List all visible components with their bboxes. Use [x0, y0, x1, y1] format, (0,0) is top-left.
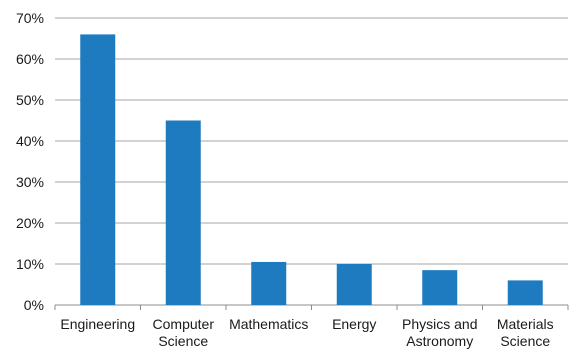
x-tick-label: Mathematics	[229, 316, 308, 332]
x-axis-ticks	[54, 305, 569, 310]
y-tick-label: 0%	[24, 297, 44, 313]
y-tick-label: 50%	[16, 92, 44, 108]
y-tick-label: 70%	[16, 10, 44, 26]
bar	[336, 264, 372, 305]
bar	[80, 34, 116, 306]
bars	[80, 34, 543, 306]
y-tick-label: 30%	[16, 174, 44, 190]
bar	[251, 261, 287, 305]
x-tick-label: Energy	[332, 316, 376, 332]
y-tick-label: 10%	[16, 256, 44, 272]
y-tick-label: 40%	[16, 133, 44, 149]
y-tick-label: 20%	[16, 215, 44, 231]
gridlines	[55, 17, 568, 306]
bar	[422, 270, 458, 305]
bar	[507, 280, 543, 305]
x-tick-label: Computer Science	[153, 316, 215, 349]
y-axis-ticks: 0% 10% 20% 30% 40% 50% 60% 70%	[16, 10, 44, 313]
x-tick-label: Physics and Astronomy	[402, 316, 477, 349]
x-tick-label: Engineering	[60, 316, 135, 332]
bar	[165, 120, 201, 305]
y-tick-label: 60%	[16, 51, 44, 67]
category-labels: Engineering Computer Science Mathematics Ene…	[60, 316, 553, 349]
x-tick-label: Materials Science	[497, 316, 554, 349]
